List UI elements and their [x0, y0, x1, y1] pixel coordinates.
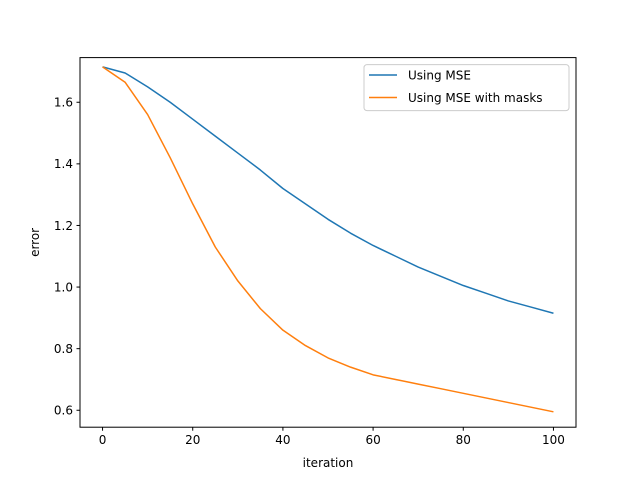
series-line-using-mse [102, 66, 554, 314]
legend-label-using-mse: Using MSE [408, 69, 471, 83]
plot-frame [79, 57, 577, 428]
y-axis-label: error [28, 228, 42, 257]
x-tick-label: 20 [185, 433, 200, 447]
x-axis-ticks: 0 20 40 60 80 100 [99, 427, 565, 447]
legend-box [363, 64, 570, 112]
legend: Using MSE Using MSE with masks [363, 64, 570, 112]
y-tick-label: 1.0 [54, 280, 73, 294]
y-tick-label: 1.2 [54, 219, 73, 233]
x-tick-label: 80 [456, 433, 471, 447]
plot-lines [102, 66, 554, 413]
y-tick-label: 1.4 [54, 157, 73, 171]
y-tick-label: 0.6 [54, 404, 73, 418]
x-tick-label: 0 [99, 433, 107, 447]
legend-label-using-mse-with-masks: Using MSE with masks [408, 91, 543, 105]
y-tick-label: 0.8 [54, 342, 73, 356]
y-tick-label: 1.6 [54, 96, 73, 110]
y-axis-ticks: 0.6 0.8 1.0 1.2 1.4 1.6 [54, 96, 80, 418]
x-axis-label: iteration [303, 456, 354, 470]
series-line-using-mse-with-masks [102, 66, 554, 413]
x-tick-label: 40 [275, 433, 290, 447]
x-tick-label: 60 [365, 433, 380, 447]
x-tick-label: 100 [542, 433, 565, 447]
